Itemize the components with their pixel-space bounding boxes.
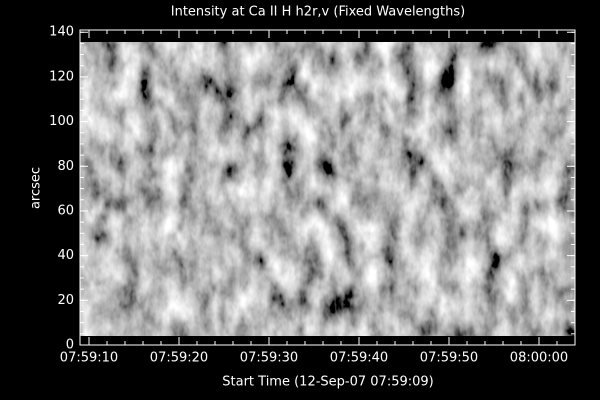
x-tick-label: 07:59:30 [240, 351, 298, 366]
y-tick-label: 100 [49, 114, 74, 129]
y-tick-label: 80 [57, 159, 74, 174]
x-tick-label: 07:59:40 [330, 351, 388, 366]
plot-frame [79, 29, 576, 346]
y-tick-label: 0 [66, 338, 74, 353]
x-axis-label: Start Time (12-Sep-07 07:59:09) [222, 375, 433, 390]
y-axis-label: arcsec [29, 167, 44, 209]
chart-title: Intensity at Ca II H h2r,v (Fixed Wavele… [171, 5, 465, 20]
y-tick-label: 120 [49, 69, 74, 84]
x-tick-label: 08:00:00 [510, 351, 568, 366]
y-tick-label: 40 [57, 248, 74, 263]
intensity-image [80, 42, 575, 336]
x-tick-label: 07:59:50 [420, 351, 478, 366]
y-tick-label: 20 [57, 293, 74, 308]
y-tick-label: 140 [49, 25, 74, 40]
x-tick-label: 07:59:20 [150, 351, 208, 366]
x-tick-label: 07:59:10 [60, 351, 118, 366]
y-tick-label: 60 [57, 203, 74, 218]
